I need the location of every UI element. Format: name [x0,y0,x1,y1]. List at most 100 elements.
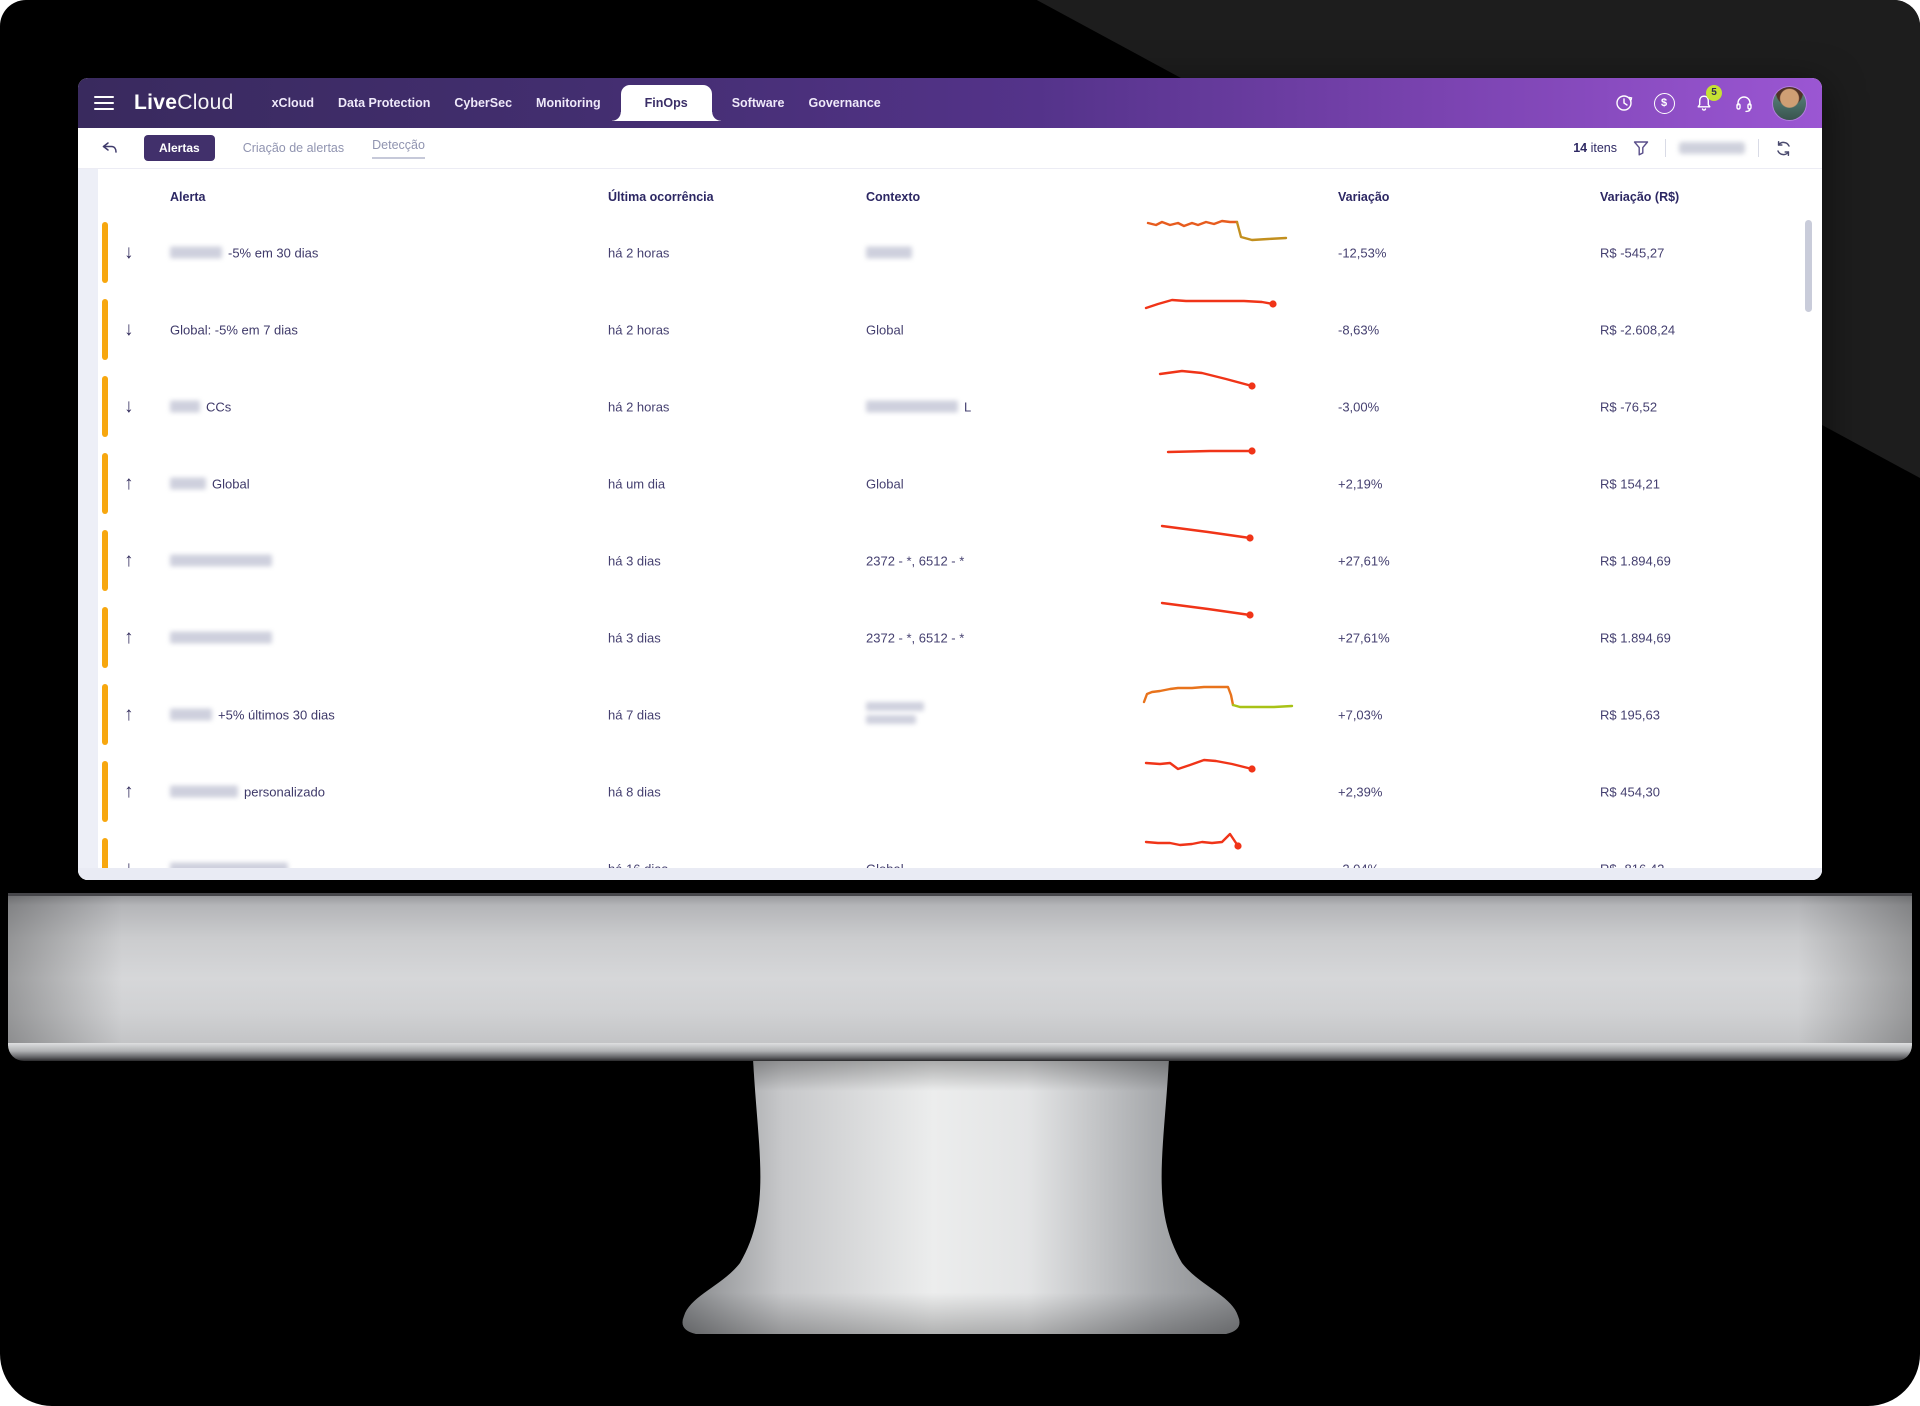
variation-percent: +27,61% [1338,553,1390,568]
row-accent-bar [102,607,108,668]
toolbar-right: 14 itens [1573,137,1794,159]
variation-currency: R$ -76,52 [1600,399,1658,414]
nav-item-xcloud[interactable]: xCloud [271,96,314,110]
variation-currency: R$ 1.894,69 [1600,630,1671,645]
tab-deteccao[interactable]: Detecção [372,138,425,159]
direction-arrow-icon: ↑ [124,626,134,648]
alert-label: +5% últimos 30 dias [170,707,335,722]
redacted-text [866,400,958,412]
hamburger-menu-icon[interactable] [94,96,114,110]
vertical-scrollbar[interactable] [1805,220,1812,864]
col-header-variacao: Variação [1338,190,1390,204]
divider [1665,139,1666,157]
logo-light: Cloud [177,91,234,114]
last-occurrence: há um dia [608,476,666,491]
table-row[interactable]: ↓ -5% em 30 dias há 2 horas -12,53% R$ -… [78,214,1822,291]
row-accent-bar [102,299,108,360]
table-row[interactable]: ↓ CCs há 2 horas L -3,00% R$ -76,52 [78,368,1822,445]
tab-alertas[interactable]: Alertas [144,135,215,161]
alert-label: -5% em 30 dias [170,245,318,260]
variation-percent: -8,63% [1338,322,1380,337]
nav-item-cybersec[interactable]: CyberSec [454,96,513,110]
text-part: Global [212,476,250,491]
row-accent-bar [102,453,108,514]
text-part: -5% em 30 dias [228,245,319,260]
table-row[interactable]: ↑ Global há um dia Global +2,19% R$ 154,… [78,445,1822,522]
variation-currency: R$ -545,27 [1600,245,1665,260]
nav-left: LiveCloud xCloud Data Protection CyberSe… [78,78,893,128]
alert-label: Global: -5% em 7 dias [170,322,298,337]
sync-icon[interactable] [1772,137,1794,159]
redacted-text [170,554,272,566]
trend-sparkline [1160,601,1254,619]
nav-item-monitoring[interactable]: Monitoring [536,96,601,110]
nav-tab-finops-active[interactable]: FinOps [611,85,721,121]
trend-sparkline [1158,369,1256,390]
row-accent-bar [102,376,108,437]
text-part: +5% últimos 30 dias [218,707,335,722]
dollar-glyph: $ [1653,92,1675,114]
table-row[interactable]: ↑ há 3 dias 2372 - *, 6512 - * +27,61% R… [78,599,1822,676]
history-icon[interactable] [1613,92,1635,114]
alert-label: CCs [170,399,231,414]
notification-badge: 5 [1706,85,1722,101]
variation-percent: -12,53% [1338,245,1387,260]
direction-arrow-icon: ↑ [124,703,134,725]
context-cell: 2372 - *, 6512 - * [866,553,964,568]
nav-item-data-protection[interactable]: Data Protection [337,96,431,110]
variation-percent: +2,39% [1338,784,1383,799]
app-logo: LiveCloud [134,91,234,115]
col-header-alerta: Alerta [170,190,206,204]
text-part: Global [866,476,904,491]
context-cell: L [866,399,971,414]
redacted-text [866,701,924,711]
variation-percent: -3,00% [1338,399,1380,414]
notifications-icon[interactable]: 5 [1693,85,1722,114]
direction-arrow-icon: ↓ [124,241,134,263]
last-occurrence: há 3 dias [608,553,661,568]
col-header-contexto: Contexto [866,190,921,204]
table-body: ↓ -5% em 30 dias há 2 horas -12,53% R$ -… [78,214,1822,880]
items-count-number: 14 [1573,141,1588,155]
nav-items: xCloud Data Protection CyberSec Monitori… [260,85,893,121]
text-part: L [964,399,972,414]
scrollbar-thumb[interactable] [1805,220,1812,312]
context-cell: Global [866,476,904,491]
user-avatar[interactable] [1773,86,1806,120]
context-cell: Global [866,322,904,337]
support-headset-icon[interactable] [1733,92,1755,114]
redacted-text [170,400,200,412]
back-arrow-icon[interactable] [98,137,120,159]
alerts-table: Alerta Última ocorrência Contexto Variaç… [78,168,1822,880]
funnel-icon[interactable] [1630,137,1652,159]
row-accent-bar [102,684,108,745]
direction-arrow-icon: ↓ [124,395,134,417]
text-part: 2372 - *, 6512 - * [866,630,965,645]
divider [1758,139,1759,157]
variation-currency: R$ -2.608,24 [1600,322,1676,337]
row-accent-bar [102,222,108,283]
text-part: 2372 - *, 6512 - * [866,553,965,568]
variation-currency: R$ 1.894,69 [1600,553,1671,568]
table-row[interactable]: ↑ personalizado há 8 dias +2,39% R$ 454,… [78,753,1822,830]
col-header-ultima-ocorrencia: Última ocorrência [608,190,714,204]
redacted-toolbar-text [1679,142,1745,154]
table-row[interactable]: ↑ há 3 dias 2372 - *, 6512 - * +27,61% R… [78,522,1822,599]
last-occurrence: há 2 horas [608,245,670,260]
nav-item-governance[interactable]: Governance [808,96,881,110]
nav-right-icons: $ 5 [1613,78,1806,128]
variation-currency: R$ 454,30 [1600,784,1660,799]
billing-icon[interactable]: $ [1653,92,1675,114]
text-part: Global [866,322,904,337]
variation-currency: R$ 154,21 [1600,476,1660,491]
panel-bottom-strip [78,868,1822,880]
table-row[interactable]: ↓ Global: -5% em 7 dias há 2 horas Globa… [78,291,1822,368]
redacted-text [866,714,916,724]
monitor-stand [682,1058,1240,1334]
tab-criacao-de-alertas[interactable]: Criação de alertas [242,141,345,155]
table-row[interactable]: ↑ +5% últimos 30 dias há 7 dias +7,03% R… [78,676,1822,753]
nav-item-software[interactable]: Software [731,96,785,110]
secondary-toolbar: Alertas Criação de alertas Detecção 14 i… [78,128,1822,168]
context-cell [866,245,918,260]
